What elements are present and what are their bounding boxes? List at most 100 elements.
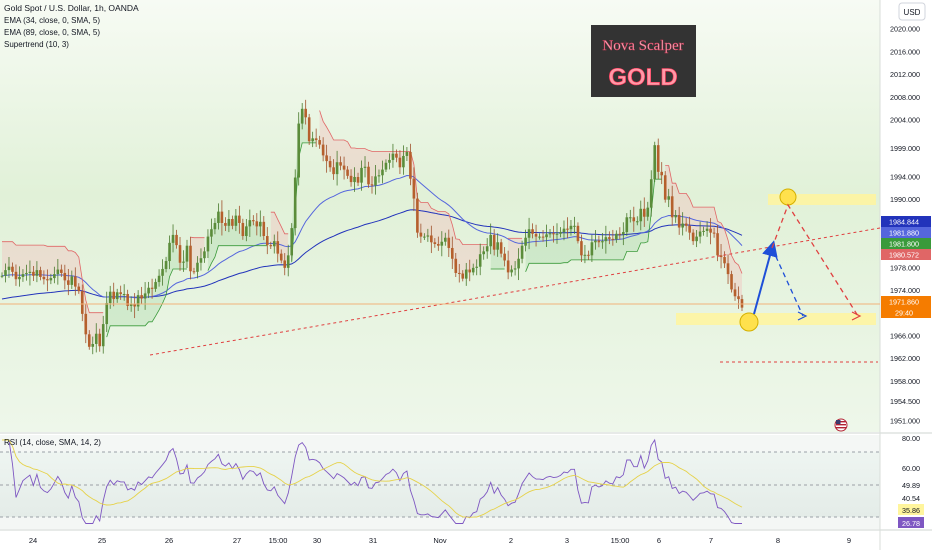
rsi-axis[interactable]: 80.00 60.00 49.89 40.54 35.86 26.78 xyxy=(898,434,924,528)
price-tick-label: 1966.000 xyxy=(890,331,920,340)
candle-body xyxy=(46,279,49,281)
price-label-text: 1971.860 xyxy=(889,298,919,307)
candle-body xyxy=(290,228,294,256)
price-tick-label: 2012.000 xyxy=(890,70,920,79)
candle-body xyxy=(161,268,164,276)
rsi-tick-label: 49.89 xyxy=(902,481,920,490)
candle-body xyxy=(381,169,384,176)
candle-body xyxy=(416,198,419,233)
price-tick-label: 1990.000 xyxy=(890,195,920,204)
time-tick-label: 15:00 xyxy=(611,536,630,545)
candle-body xyxy=(154,282,157,289)
candle-body xyxy=(53,274,56,279)
candle-body xyxy=(300,108,304,124)
candle-body xyxy=(663,175,667,200)
candle-body xyxy=(0,275,4,277)
price-tick-label: 2008.000 xyxy=(890,93,920,102)
candle-body xyxy=(360,167,363,183)
candle-body xyxy=(259,221,262,227)
logo-line2: GOLD xyxy=(608,64,677,91)
candle-body xyxy=(496,242,499,250)
candle-body xyxy=(562,228,566,233)
candle-body xyxy=(625,217,629,233)
candle-body xyxy=(684,223,688,226)
candle-body xyxy=(468,269,472,273)
candle-body xyxy=(339,162,342,166)
candle-body xyxy=(646,207,650,217)
candle-body xyxy=(234,215,238,226)
currency-button[interactable]: USD xyxy=(898,2,926,21)
main-pane[interactable] xyxy=(0,0,880,432)
candle-body xyxy=(101,324,105,347)
candle-body xyxy=(632,217,636,222)
candle-body xyxy=(388,159,391,163)
candle-body xyxy=(412,178,416,199)
analysis-drawings[interactable] xyxy=(0,188,881,363)
candle-body xyxy=(133,303,136,307)
price-tick-label: 2004.000 xyxy=(890,116,920,125)
time-tick-label: 2 xyxy=(509,536,513,545)
demand-zone xyxy=(676,313,876,325)
candle-body xyxy=(367,166,370,185)
price-tick-label: 1978.000 xyxy=(890,263,920,272)
time-tick-label: 27 xyxy=(233,536,241,545)
rsi-label: RSI (14, close, SMA, 14, 2) xyxy=(4,438,101,447)
rsi-line xyxy=(2,438,742,524)
candle-body xyxy=(80,291,84,314)
price-label-box xyxy=(881,238,931,249)
price-tick-label: 1951.000 xyxy=(890,417,920,426)
candle-body xyxy=(245,226,248,237)
time-tick-label: 25 xyxy=(98,536,106,545)
candle-body xyxy=(723,257,726,264)
bullish-arrow xyxy=(753,240,778,315)
candle-body xyxy=(405,151,409,156)
candle-body xyxy=(70,276,74,285)
candle-body xyxy=(590,242,594,256)
target-circle xyxy=(779,188,797,206)
time-axis[interactable]: 24 25 26 27 15:00 30 31 Nov 2 3 15:00 6 7 8 9 xyxy=(29,536,851,545)
candle-body xyxy=(171,234,175,243)
rsi-lines xyxy=(2,438,743,524)
candle-body xyxy=(28,271,32,273)
candle-body xyxy=(321,144,325,156)
candle-body xyxy=(304,108,307,118)
candle-body xyxy=(311,138,314,142)
candle-body xyxy=(409,151,412,179)
candle-body xyxy=(520,245,524,259)
candle-body xyxy=(136,295,140,307)
candle-body xyxy=(587,254,590,256)
candle-body xyxy=(517,258,520,269)
candle-body xyxy=(32,271,35,276)
candle-body xyxy=(573,225,576,227)
indicator-ema34-label: EMA (34, close, 0, SMA, 5) xyxy=(4,16,100,25)
candle-body xyxy=(248,220,252,227)
time-tick-label: Nov xyxy=(433,536,447,545)
candle-body xyxy=(119,292,122,294)
price-label-text: 1981.800 xyxy=(889,240,919,249)
price-label-box xyxy=(881,216,931,227)
nova-scalper-logo: Nova Scalper GOLD xyxy=(591,25,696,97)
candle-body xyxy=(196,262,199,272)
supertrend-segment xyxy=(2,241,104,314)
price-tick-label: 2016.000 xyxy=(890,47,920,56)
candle-body xyxy=(213,222,217,230)
candle-body xyxy=(642,208,646,217)
candle-body xyxy=(206,236,210,252)
supertrend-fill-segment xyxy=(508,238,523,273)
candle-body xyxy=(4,270,7,276)
rsi-value-box xyxy=(898,517,924,528)
candle-body xyxy=(740,299,744,308)
supertrend-segment xyxy=(106,268,187,338)
candle-body xyxy=(150,287,154,289)
rsi-levels xyxy=(0,451,880,518)
candle-body xyxy=(398,157,402,168)
candle-body xyxy=(419,232,423,237)
candle-body xyxy=(189,245,192,272)
supertrend-fill-segment xyxy=(2,241,104,347)
candle-body xyxy=(279,253,283,261)
us-flag-icon[interactable] xyxy=(834,418,848,432)
supertrend-segment xyxy=(525,178,662,272)
candle-body xyxy=(105,303,109,325)
